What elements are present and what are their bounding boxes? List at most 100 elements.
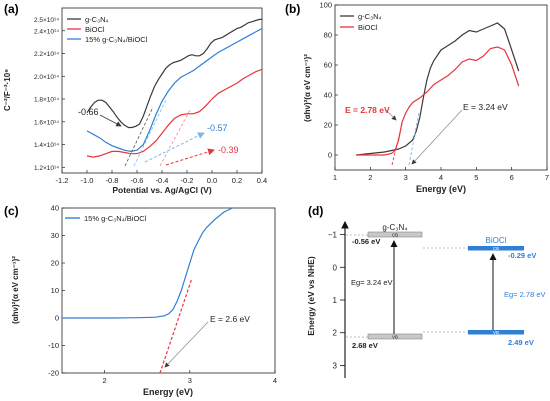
b-ytick-label: 100: [319, 1, 332, 10]
a-ytick-label: 1.4×10¹⁴: [34, 142, 59, 149]
b-ytick-label: 0: [328, 151, 332, 160]
a-xtick-label: -0.8: [106, 176, 119, 185]
legend-label-gcn: g-C₃N₄: [85, 15, 109, 24]
b-xtick-label: 3: [404, 173, 408, 182]
panel-d-ticks: −1 0 1 2 3: [328, 231, 345, 370]
panel-c-ticks: 2 3 4 -20 -10 0 10 20 30 40: [48, 204, 277, 386]
b-ytick-label: 20: [324, 121, 332, 130]
c-ytick-label: 40: [51, 204, 59, 213]
panel-a-annotation-red: -0.39: [218, 145, 239, 155]
a-series-line-0: [86, 18, 262, 129]
a-xtick-label: 0.0: [207, 176, 217, 185]
panel-a-tangent-blue: [133, 99, 167, 167]
panel-b-legend: g-C₃N₄ BiOCl: [340, 12, 382, 32]
a-series-line-1: [86, 68, 263, 158]
panel-a-series: [86, 18, 263, 158]
panel-c-tangent: [159, 277, 193, 374]
panel-a-xlabel: Potential vs. Ag/AgCl (V): [112, 185, 212, 195]
panel-c-legend: 15% g-C₃N₄/BiOCl: [65, 214, 147, 223]
a-series-line-2: [86, 27, 263, 153]
panel-b-tangent-blue: [408, 111, 420, 166]
biocl-vb-tag: VB: [493, 330, 499, 335]
biocl-vb-label: 2.49 eV: [508, 338, 534, 347]
a-xtick-label: -1.2: [56, 176, 69, 185]
gcn-cb-tag: CB: [392, 233, 398, 238]
panel-a-ylabel: C⁻²/F⁻²·10⁹: [3, 69, 12, 111]
b-ytick-label: 60: [324, 61, 332, 70]
legend-b-gcn: g-C₃N₄: [358, 12, 382, 21]
panel-d: −1 0 1 2 3 Energy (eV vs NHE) g-C₃N₄ CB VB -…: [306, 220, 546, 378]
panel-c-ylabel: (αhν)²(α eV cm⁻¹)²: [11, 256, 20, 324]
biocl-cb-label: -0.29 eV: [508, 251, 536, 260]
gcn-vb-label: 2.68 eV: [352, 341, 378, 350]
a-ytick-label: 2.4×10¹⁴: [34, 28, 59, 35]
b-xtick-label: 6: [510, 173, 514, 182]
legend-c-composite: 15% g-C₃N₄/BiOCl: [84, 214, 147, 223]
b-ytick-label: 80: [324, 31, 332, 40]
panel-letter-b: (b): [285, 2, 300, 16]
biocl-cb-bar: [468, 246, 524, 251]
gcn-vb-tag: VB: [392, 335, 398, 340]
panel-d-ylabel: Energy (eV vs NHE): [306, 256, 316, 336]
gcn-name: g-C₃N₄: [382, 223, 407, 232]
panel-a-annotation-black: -0.66: [78, 107, 99, 117]
panel-c-arrow: [164, 321, 209, 368]
a-ytick-label: 2.0×10¹⁴: [34, 74, 59, 81]
a-xtick-label: -1.0: [81, 176, 94, 185]
panel-a-arrow-black: [99, 114, 122, 127]
panel-b-ylabel: (αhν)²(α eV cm⁻¹)²: [303, 54, 312, 122]
panel-a-legend: g-C₃N₄ BiOCl 15% g-C₃N₄/BiOCl: [67, 15, 148, 44]
panel-c-annotation: E = 2.6 eV: [210, 314, 250, 324]
biocl-name: BiOCl: [486, 236, 507, 245]
panel-a-arrow-blue: [144, 132, 205, 163]
a-xtick-label: 0.4: [257, 176, 267, 185]
a-ytick-label: 1.6×10¹⁴: [34, 119, 59, 126]
c-ytick-label: 30: [51, 231, 59, 240]
c-ytick-label: 20: [51, 259, 59, 268]
panel-b-annotation-black: E = 3.24 eV: [463, 102, 508, 112]
panel-b-ticks: 1 2 3 4 5 6 7 0 20 40 60 80 100: [319, 1, 549, 183]
legend-label-composite: 15% g-C₃N₄/BiOCl: [85, 35, 148, 44]
panel-letter-d: (d): [308, 204, 323, 218]
gcn-cb-label: -0.56 eV: [352, 237, 380, 246]
b-xtick-label: 1: [333, 173, 337, 182]
d-ytick-label: 3: [333, 361, 338, 370]
panel-a-tangent-red: [159, 109, 191, 167]
a-xtick-label: -0.2: [181, 176, 194, 185]
d-ytick-label: 1: [333, 296, 338, 305]
panel-a-tangent-black: [124, 106, 154, 167]
a-ytick-label: 1.2×10¹⁴: [34, 165, 59, 172]
biocl-cb-tag: CB: [493, 246, 499, 251]
d-ytick-label: −1: [328, 231, 338, 240]
a-ytick-label: 2.2×10¹⁴: [34, 51, 59, 58]
panel-letter-a: (a): [4, 2, 19, 16]
panel-a-annotation-blue: -0.57: [207, 123, 228, 133]
c-series-line-0: [62, 207, 233, 319]
b-xtick-label: 5: [474, 173, 478, 182]
b-xtick-label: 4: [439, 173, 443, 182]
panel-c-xlabel: Energy (eV): [143, 387, 193, 397]
c-ytick-label: 10: [51, 286, 59, 295]
panel-b-tangent-red: [391, 123, 403, 166]
a-xtick-label: 0.2: [232, 176, 242, 185]
panel-c-series: [62, 207, 233, 319]
c-ytick-label: -20: [48, 369, 59, 378]
gcn-cb-bar: [367, 231, 423, 238]
b-xtick-label: 2: [368, 173, 372, 182]
biocl-eg-label: Eg= 2.78 eV: [504, 290, 546, 299]
b-series-line-1: [356, 46, 520, 156]
panel-b-arrow-black: [411, 109, 463, 165]
c-xtick-label: 2: [103, 376, 107, 385]
panel-b-series: [356, 22, 520, 156]
legend-label-biocl: BiOCl: [85, 25, 105, 34]
biocl-vb-bar: [468, 330, 524, 335]
c-ytick-label: 0: [55, 314, 59, 323]
panel-b: 1 2 3 4 5 6 7 0 20 40 60 80 100 E = 2.78 eV E = 3.24…: [303, 1, 549, 195]
gcn-eg-label: Eg= 3.24 eV: [351, 278, 393, 287]
panel-b-arrow-red: [385, 109, 397, 121]
panel-b-xlabel: Energy (eV): [416, 184, 466, 194]
panel-c: 2 3 4 -20 -10 0 10 20 30 40 E = 2.6 eV 15% g-C₃N₄…: [11, 204, 277, 398]
panel-letter-c: (c): [4, 204, 19, 218]
b-xtick-label: 7: [545, 173, 549, 182]
